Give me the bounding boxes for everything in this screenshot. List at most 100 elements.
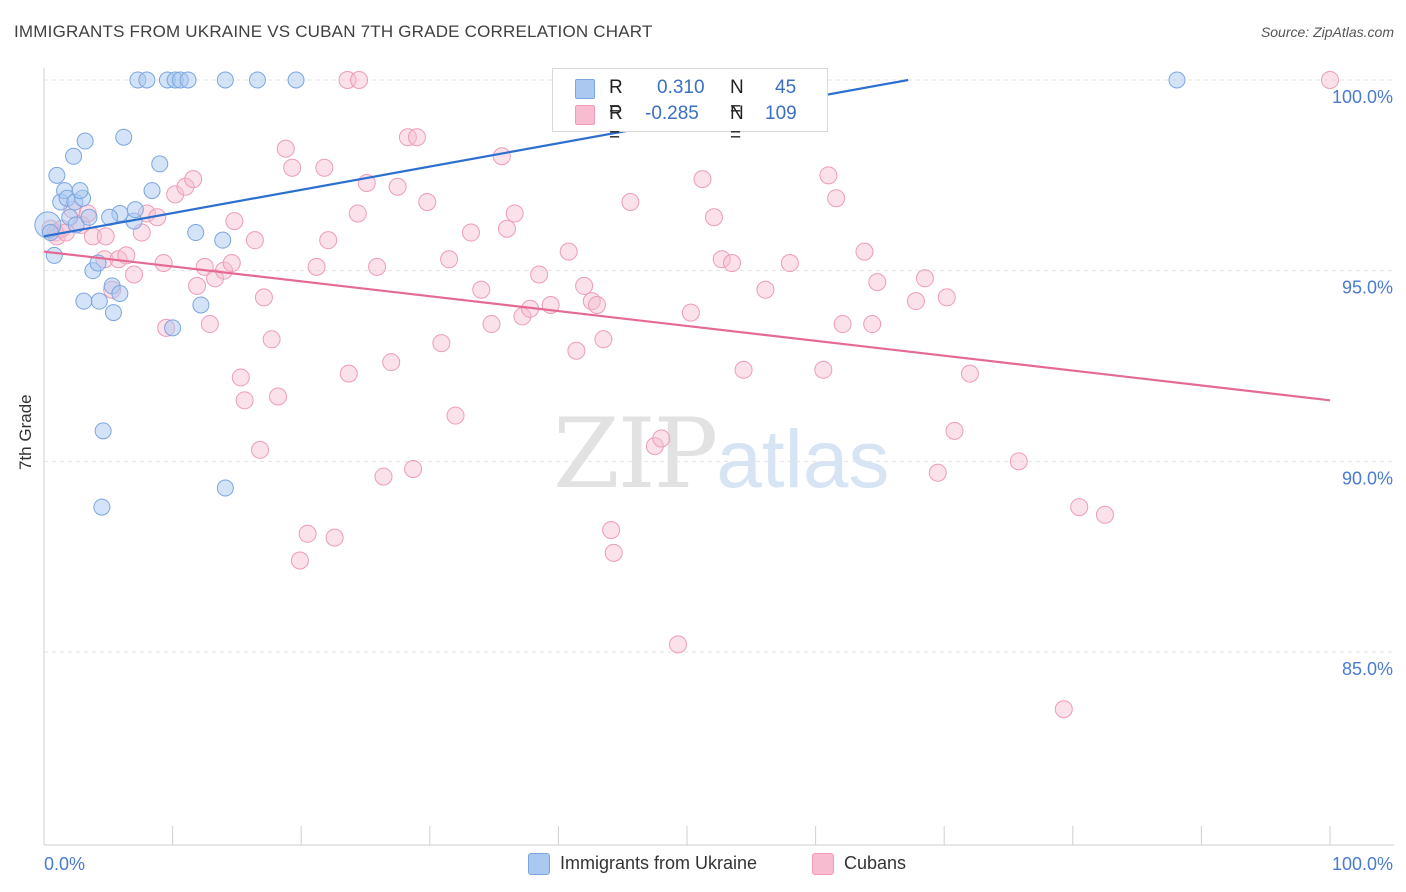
cubans-point [231,368,250,387]
ukraine-point [80,208,98,226]
cubans-point [482,315,501,334]
cubans-point [827,189,846,208]
cubans-point [382,353,401,372]
cubans-point [928,463,947,482]
cubans-point [96,227,115,246]
legend-r-label: R = [609,103,623,146]
watermark: ZIPatlas [553,398,889,510]
cubans-point [319,231,338,250]
cubans-point [681,303,700,322]
cubans-point [315,158,334,177]
ukraine-points [34,71,1186,516]
ukraine-point [94,422,112,440]
cubans-point [814,360,833,379]
y-tick-label: 90.0% [1342,468,1393,488]
ukraine-point [1168,71,1186,89]
ukraine-point [90,292,108,310]
cubans-point [960,364,979,383]
cubans-point [188,276,207,295]
cubans-point [176,177,195,196]
x-tick-label-min: 0.0% [44,854,85,874]
cubans-point [283,158,302,177]
ukraine-point [104,304,122,322]
cubans-point [693,170,712,189]
cubans-point [407,128,426,147]
cubans-point [594,330,613,349]
y-tick-label: 100.0% [1332,87,1393,107]
ukraine-point [41,224,59,242]
ukraine-point [143,182,161,200]
cubans-point [575,276,594,295]
cubans-point [868,273,887,292]
cubans-point [530,265,549,284]
cubans-point [645,437,664,456]
legend-n-value-ukraine: 45 [775,77,797,98]
cubans-point [505,204,524,223]
cubans-point [756,280,775,299]
cubans-point [1321,71,1339,89]
cubans-point [906,292,925,311]
cubans-point [404,459,423,478]
y-tick-label: 95.0% [1342,278,1393,298]
cubans-point [472,280,491,299]
ukraine-point [126,201,144,219]
ukraine-point [287,71,305,89]
y-tick-label: 85.0% [1342,659,1393,679]
ukraine-point [48,166,66,184]
cubans-point [184,170,203,189]
y-axis-label: 7th Grade [16,394,35,470]
cubans-point [348,204,367,223]
legend-r-label: R = [609,77,623,120]
cubans-point [432,334,451,353]
correlation-legend: R = 0.310 N = 45 R = -0.285 N = 109 [552,68,828,146]
cubans-trend-line [43,250,1331,402]
cubans-point [587,295,606,314]
cubans-point [276,139,295,158]
legend-r-value-cubans: -0.285 [645,103,699,124]
ukraine-point [45,246,63,264]
cubans-point [245,231,264,250]
cubans-point [819,166,838,185]
cubans-point [604,543,623,562]
cubans-point [1054,700,1073,719]
cubans-point [863,315,882,334]
cubans-point [125,265,144,284]
cubans-point [368,257,387,276]
ukraine-point [179,71,197,89]
cubans-point [251,440,270,459]
cubans-point [855,242,874,261]
cubans-point [492,147,511,166]
ukraine-point [138,71,156,89]
cubans-point [166,185,185,204]
cubans-point [262,330,281,349]
cubans-point [298,524,317,543]
cubans-point [325,528,344,547]
chart-title: IMMIGRANTS FROM UKRAINE VS CUBAN 7TH GRA… [14,22,653,41]
cubans-point [418,193,437,212]
cubans-points [41,71,1339,719]
cubans-point [497,219,516,238]
cubans-point [269,387,288,406]
cubans-point [154,254,173,273]
cubans-point [222,254,241,273]
cubans-point [621,193,640,212]
cubans-point [235,391,254,410]
cubans-point [388,177,407,196]
legend-n-label: N = [730,103,744,146]
cubans-point [206,269,225,288]
cubans-point [200,315,219,334]
watermark-zip: ZIP [553,398,718,510]
bottom-legend-label-ukraine: Immigrants from Ukraine [560,853,758,873]
cubans-point [723,254,742,273]
cubans-point [440,250,459,269]
ukraine-point [65,147,83,165]
ukraine-point [187,224,205,242]
cubans-point [833,315,852,334]
ukraine-point [248,71,266,89]
ukraine-point [71,182,89,200]
watermark-atlas: atlas [716,414,890,505]
cubans-point [1009,452,1028,471]
cubans-point [712,250,731,269]
cubans-point [652,429,671,448]
